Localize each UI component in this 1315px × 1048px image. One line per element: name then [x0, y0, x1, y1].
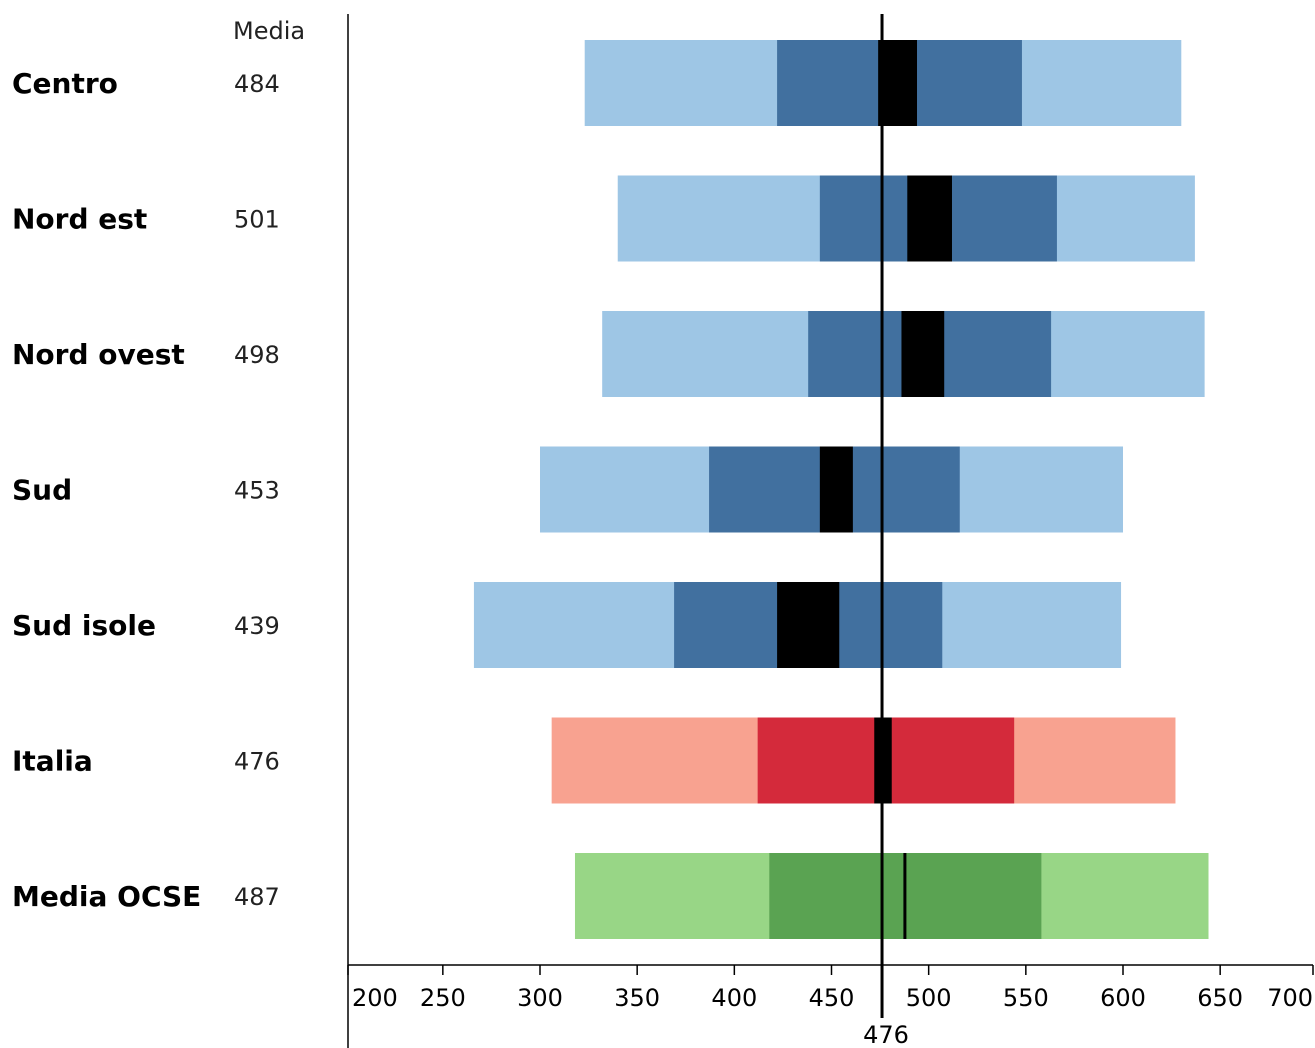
reference-line-label: 476	[863, 1021, 909, 1048]
bar-mean-ci	[777, 582, 840, 668]
mean-value: 453	[234, 477, 280, 505]
x-tick-label: 500	[906, 984, 952, 1012]
row-label: Italia	[12, 745, 93, 778]
row-media-ocse: Media OCSE 487	[12, 853, 1209, 939]
x-tick-label: 300	[517, 984, 563, 1012]
x-tick-label: 350	[614, 984, 660, 1012]
x-tick-label: 550	[1003, 984, 1049, 1012]
bar-mean-ci	[878, 40, 918, 126]
row-nord-est: Nord est 501	[12, 175, 1195, 262]
bar-mean-ci	[819, 446, 853, 533]
x-tick-label: 600	[1100, 984, 1146, 1012]
row-label: Sud	[12, 474, 72, 507]
x-tick-label: 250	[420, 984, 466, 1012]
row-label: Media OCSE	[12, 880, 201, 913]
row-label: Centro	[12, 67, 118, 100]
x-tick-label: 650	[1197, 984, 1243, 1012]
row-centro: Centro 484	[12, 40, 1182, 126]
x-tick-label: 400	[711, 984, 757, 1012]
mean-value: 498	[234, 341, 280, 369]
row-label: Nord ovest	[12, 338, 185, 371]
bar-mean-ci	[901, 311, 945, 397]
mean-value: 501	[234, 206, 280, 234]
x-tick-label: 450	[809, 984, 855, 1012]
row-sud: Sud 453	[12, 446, 1123, 533]
mean-value: 439	[234, 612, 280, 640]
mean-value: 476	[234, 748, 280, 776]
row-nord-ovest: Nord ovest 498	[12, 311, 1205, 397]
bar-mean-ci	[903, 853, 907, 939]
x-tick-label: 200	[352, 984, 398, 1012]
x-tick-label: 700	[1267, 984, 1313, 1012]
mean-column-header: Media	[233, 17, 305, 45]
mean-value: 487	[234, 883, 280, 911]
bar-mean-ci	[907, 175, 952, 262]
x-axis: 200 250 300 350 400 450 500 550 600 650 700	[347, 14, 1314, 1048]
mean-value: 484	[234, 70, 280, 98]
row-label: Nord est	[12, 203, 147, 236]
reference-line-group: 476	[863, 14, 909, 1048]
row-italia: Italia 476	[12, 717, 1176, 804]
row-label: Sud isole	[12, 609, 156, 642]
row-sud-isole: Sud isole 439	[12, 582, 1122, 668]
